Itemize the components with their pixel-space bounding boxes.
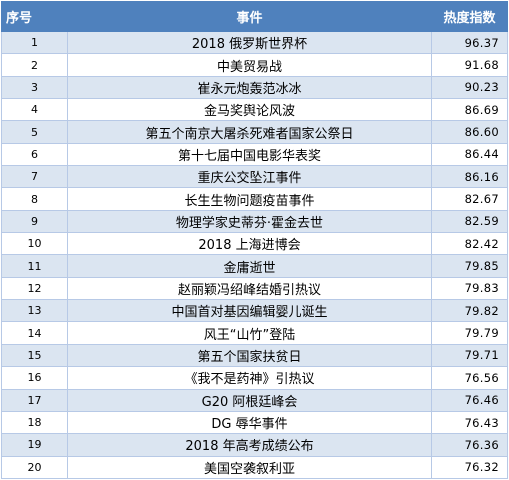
rank-cell: 14 — [1, 321, 68, 345]
heat-cell: 82.42 — [431, 232, 508, 256]
table-row: 14 风王“山竹”登陆 79.79 — [1, 321, 508, 345]
event-cell: 金庸逝世 — [67, 254, 432, 278]
event-cell: 赵丽颖冯绍峰结婚引热议 — [67, 276, 432, 301]
table-row: 6 第十七届中国电影华表奖 86.44 — [1, 142, 508, 167]
table-row: 16 《我不是药神》引热议 76.56 — [1, 366, 508, 390]
event-cell: 重庆公交坠江事件 — [67, 165, 432, 189]
event-cell: 第十七届中国电影华表奖 — [67, 142, 432, 167]
table-row: 15 第五个国家扶贫日 79.71 — [1, 343, 508, 368]
event-cell: 2018 俄罗斯世界杯 — [67, 30, 432, 55]
rank-cell: 3 — [1, 75, 68, 100]
table-row: 18 DG 辱华事件 76.43 — [1, 410, 508, 435]
rank-cell: 11 — [1, 254, 68, 278]
heat-cell: 76.43 — [431, 410, 508, 435]
table-row: 19 2018 年高考成绩公布 76.36 — [1, 433, 508, 457]
event-cell: 《我不是药神》引热议 — [67, 366, 432, 390]
rank-cell: 8 — [1, 187, 68, 211]
rank-cell: 7 — [1, 165, 68, 189]
table-row: 5 第五个南京大屠杀死难者国家公祭日 86.60 — [1, 120, 508, 144]
heat-cell: 76.56 — [431, 366, 508, 390]
heat-cell: 79.79 — [431, 321, 508, 345]
heat-cell: 79.83 — [431, 276, 508, 301]
table-header-row: 序号 事件 热度指数 — [1, 1, 508, 32]
event-cell: 物理学家史蒂芬·霍金去世 — [67, 209, 432, 234]
event-cell: 第五个国家扶贫日 — [67, 343, 432, 368]
event-cell: 风王“山竹”登陆 — [67, 321, 432, 345]
event-cell: 中国首对基因编辑婴儿诞生 — [67, 299, 432, 323]
rank-cell: 1 — [1, 30, 68, 55]
header-event: 事件 — [67, 1, 432, 32]
heat-cell: 76.46 — [431, 388, 508, 412]
table-row: 12 赵丽颖冯绍峰结婚引热议 79.83 — [1, 276, 508, 301]
heat-cell: 86.60 — [431, 120, 508, 144]
event-cell: 长生生物问题疫苗事件 — [67, 187, 432, 211]
event-cell: DG 辱华事件 — [67, 410, 432, 435]
table-row: 17 G20 阿根廷峰会 76.46 — [1, 388, 508, 412]
heat-cell: 90.23 — [431, 75, 508, 100]
heat-cell: 86.44 — [431, 142, 508, 167]
heat-cell: 76.32 — [431, 455, 508, 479]
event-cell: 金马奖舆论风波 — [67, 98, 432, 122]
event-cell: 美国空袭叙利亚 — [67, 455, 432, 479]
table-row: 4 金马奖舆论风波 86.69 — [1, 98, 508, 122]
heat-cell: 79.82 — [431, 299, 508, 323]
heat-cell: 96.37 — [431, 30, 508, 55]
table-row: 2 中美贸易战 91.68 — [1, 53, 508, 77]
rank-cell: 4 — [1, 98, 68, 122]
table-row: 1 2018 俄罗斯世界杯 96.37 — [1, 30, 508, 55]
table-row: 13 中国首对基因编辑婴儿诞生 79.82 — [1, 299, 508, 323]
table-row: 7 重庆公交坠江事件 86.16 — [1, 165, 508, 189]
heat-cell: 82.59 — [431, 209, 508, 234]
rank-cell: 9 — [1, 209, 68, 234]
rank-cell: 10 — [1, 232, 68, 256]
rank-cell: 6 — [1, 142, 68, 167]
event-cell: 崔永元炮轰范冰冰 — [67, 75, 432, 100]
rank-cell: 12 — [1, 276, 68, 301]
event-cell: 第五个南京大屠杀死难者国家公祭日 — [67, 120, 432, 144]
event-cell: 2018 年高考成绩公布 — [67, 433, 432, 457]
heat-cell: 79.71 — [431, 343, 508, 368]
rank-cell: 17 — [1, 388, 68, 412]
event-cell: G20 阿根廷峰会 — [67, 388, 432, 412]
heat-cell: 91.68 — [431, 53, 508, 77]
heat-cell: 86.16 — [431, 165, 508, 189]
heat-cell: 76.36 — [431, 433, 508, 457]
heat-cell: 82.67 — [431, 187, 508, 211]
table-row: 8 长生生物问题疫苗事件 82.67 — [1, 187, 508, 211]
rank-cell: 20 — [1, 455, 68, 479]
event-cell: 中美贸易战 — [67, 53, 432, 77]
heat-cell: 79.85 — [431, 254, 508, 278]
table-row: 9 物理学家史蒂芬·霍金去世 82.59 — [1, 209, 508, 234]
rank-cell: 19 — [1, 433, 68, 457]
rank-cell: 5 — [1, 120, 68, 144]
rank-cell: 16 — [1, 366, 68, 390]
rank-cell: 2 — [1, 53, 68, 77]
table-row: 20 美国空袭叙利亚 76.32 — [1, 455, 508, 479]
rank-cell: 18 — [1, 410, 68, 435]
rank-cell: 13 — [1, 299, 68, 323]
header-rank: 序号 — [1, 1, 68, 32]
table-row: 3 崔永元炮轰范冰冰 90.23 — [1, 75, 508, 100]
rank-cell: 15 — [1, 343, 68, 368]
table-row: 11 金庸逝世 79.85 — [1, 254, 508, 278]
event-cell: 2018 上海进博会 — [67, 232, 432, 256]
header-heat-index: 热度指数 — [431, 1, 508, 32]
heat-cell: 86.69 — [431, 98, 508, 122]
table-row: 10 2018 上海进博会 82.42 — [1, 232, 508, 256]
